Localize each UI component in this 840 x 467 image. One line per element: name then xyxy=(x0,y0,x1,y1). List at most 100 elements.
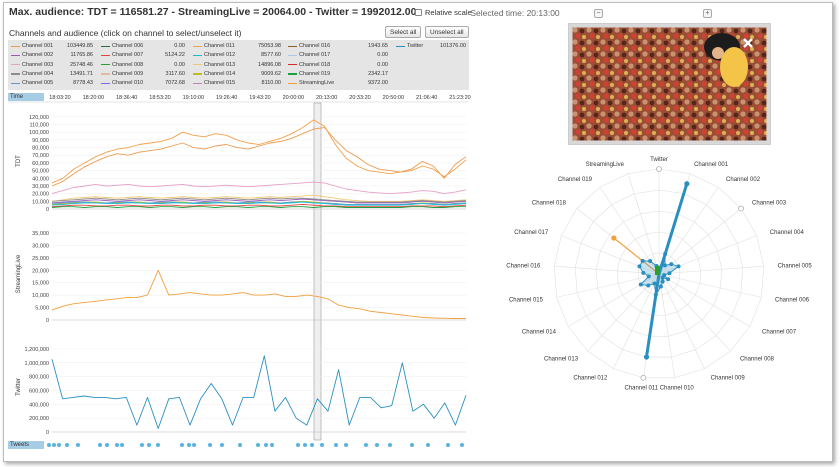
tweet-dot[interactable] xyxy=(460,443,464,447)
tweet-dot[interactable] xyxy=(192,443,196,447)
legend-swatch xyxy=(193,82,202,84)
next-time-button[interactable]: + xyxy=(703,9,712,18)
video-still xyxy=(572,27,767,141)
tweet-dot[interactable] xyxy=(115,443,119,447)
legend-item[interactable]: Channel 006 0.00 xyxy=(101,42,185,50)
legend-item[interactable]: Twitter 101376.00 xyxy=(396,42,466,50)
tweet-dot[interactable] xyxy=(264,443,268,447)
legend-item[interactable]: Channel 012 8577.60 xyxy=(193,51,281,59)
tweet-dot[interactable] xyxy=(120,443,124,447)
legend-item[interactable]: Channel 009 3117.60 xyxy=(101,70,185,78)
tweet-dot[interactable] xyxy=(364,443,368,447)
tweet-dot[interactable] xyxy=(105,443,109,447)
legend-item[interactable]: Channel 018 0.00 xyxy=(288,61,388,69)
legend-swatch xyxy=(101,54,110,57)
tweet-dot[interactable] xyxy=(238,443,242,447)
legend-swatch xyxy=(11,45,20,47)
relative-scale-toggle[interactable]: Relative scale xyxy=(415,8,472,17)
y-tick-label: 1,000,000 xyxy=(25,361,49,367)
tweet-dot[interactable] xyxy=(334,443,338,447)
legend-item[interactable]: Channel 019 2342.17 xyxy=(288,70,388,78)
tweet-dot[interactable] xyxy=(388,443,392,447)
series-line xyxy=(51,201,467,205)
selected-time-header: Selected time: 20:13:00 xyxy=(425,8,605,18)
legend-name: Channel 001 xyxy=(22,43,54,49)
tweet-dot[interactable] xyxy=(47,443,51,447)
legend-item[interactable]: Channel 010 7072.68 xyxy=(101,79,185,87)
y-tick-label: 120,000 xyxy=(29,115,49,121)
tweet-dot[interactable] xyxy=(156,443,160,447)
legend-item[interactable]: Channel 011 75053.98 xyxy=(193,42,281,50)
time-tick-label: 19:10:00 xyxy=(183,95,204,101)
tweet-dot[interactable] xyxy=(57,443,61,447)
legend-swatch xyxy=(193,54,202,57)
time-tick-label: 18:03:20 xyxy=(49,95,70,101)
select-all-button[interactable]: Select all xyxy=(385,26,422,38)
channel-legend: Channel 001 103449.85 Channel 002 11765.86 C… xyxy=(8,40,469,90)
tweet-dot[interactable] xyxy=(375,443,379,447)
legend-value: 0.00 xyxy=(377,61,388,68)
tweet-dot[interactable] xyxy=(410,443,414,447)
legend-item[interactable]: Channel 013 14896.08 xyxy=(193,61,281,69)
legend-item[interactable]: Channel 007 5124.22 xyxy=(101,51,185,59)
legend-swatch xyxy=(11,73,20,75)
time-tick-label: 20:13:00 xyxy=(316,95,337,101)
legend-item[interactable]: Channel 005 8778.43 xyxy=(11,79,93,87)
legend-name: Channel 008 xyxy=(112,61,144,68)
tweet-dot[interactable] xyxy=(310,443,314,447)
legend-value: 101376.00 xyxy=(440,43,466,49)
series-line xyxy=(51,206,466,208)
legend-value: 3117.60 xyxy=(165,70,185,77)
unselect-all-button[interactable]: Unselect all xyxy=(425,26,469,38)
legend-item[interactable]: Channel 003 25748.46 xyxy=(11,61,93,69)
tweet-dot[interactable] xyxy=(296,443,300,447)
legend-item[interactable]: Channel 001 103449.85 xyxy=(11,42,93,50)
tweet-dot[interactable] xyxy=(187,443,191,447)
legend-value: 11765.86 xyxy=(70,52,93,59)
legend-name: Channel 007 xyxy=(112,52,144,59)
tweets-label: Tweets xyxy=(8,441,44,449)
tweet-dot[interactable] xyxy=(426,443,430,447)
tweet-dot[interactable] xyxy=(140,443,144,447)
tweet-dot[interactable] xyxy=(446,443,450,447)
tweet-dot[interactable] xyxy=(98,443,102,447)
legend-item[interactable]: Channel 004 13491.71 xyxy=(11,70,93,78)
tweet-dot[interactable] xyxy=(76,443,80,447)
previous-time-button[interactable]: − xyxy=(594,9,603,18)
tweet-dot[interactable] xyxy=(320,443,324,447)
tweet-dot[interactable] xyxy=(220,443,224,447)
legend-item[interactable]: Channel 015 8110.00 xyxy=(193,79,281,87)
legend-value: 9009.62 xyxy=(261,70,281,77)
legend-swatch xyxy=(193,45,202,47)
legend-name: Twitter xyxy=(407,43,424,49)
y-axis-label: TDT xyxy=(16,155,22,167)
legend-swatch xyxy=(193,64,202,66)
tweet-dot[interactable] xyxy=(52,443,56,447)
tweet-dot[interactable] xyxy=(344,443,348,447)
legend-swatch xyxy=(288,54,297,57)
legend-item[interactable]: Channel 002 11765.86 xyxy=(11,51,93,59)
y-tick-label: 10,000 xyxy=(32,199,49,205)
tweet-dot[interactable] xyxy=(270,443,274,447)
legend-value: 8577.60 xyxy=(261,52,281,59)
tweet-dot[interactable] xyxy=(65,443,69,447)
time-tick-label: 19:43:20 xyxy=(249,95,270,101)
tweet-dot[interactable] xyxy=(303,443,307,447)
tweet-dot[interactable] xyxy=(256,443,260,447)
legend-item[interactable]: Channel 016 1943.65 xyxy=(288,42,388,50)
selected-time-window[interactable] xyxy=(313,102,322,441)
legend-swatch xyxy=(101,82,110,84)
legend-item[interactable]: Channel 017 0.00 xyxy=(288,51,388,59)
legend-item[interactable]: Channel 014 9009.62 xyxy=(193,70,281,78)
relative-scale-checkbox[interactable] xyxy=(415,9,422,16)
y-tick-label: 15,000 xyxy=(32,281,49,287)
legend-item[interactable]: StreamingLive 9372.00 xyxy=(288,79,388,87)
tweet-dot[interactable] xyxy=(180,443,184,447)
legend-item[interactable]: Channel 008 0.00 xyxy=(101,61,185,69)
tweet-dot[interactable] xyxy=(147,443,151,447)
series-line xyxy=(51,203,467,208)
series-line xyxy=(51,269,466,319)
tweet-dot[interactable] xyxy=(208,443,212,447)
time-tick-label: 18:53:20 xyxy=(149,95,170,101)
